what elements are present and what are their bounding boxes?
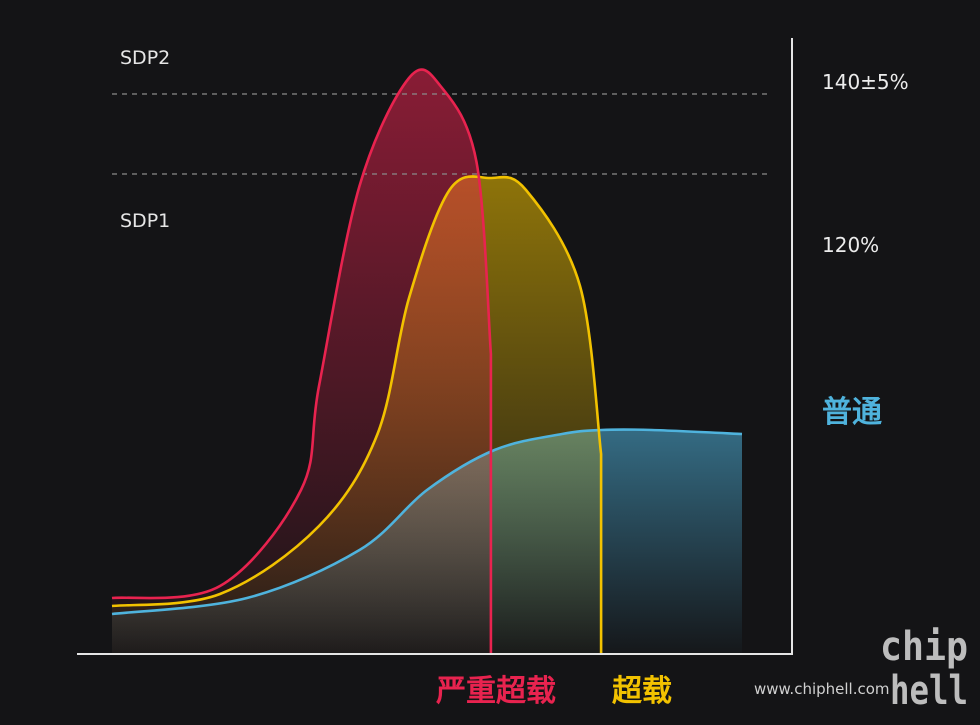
curves-layer [111,68,743,654]
watermark-logo-2: hell [890,668,968,714]
series-line-2 [111,428,743,616]
areas-layer [112,69,742,655]
series-line-1 [111,175,603,654]
sdp2-label: SDP2 [120,47,170,69]
sdp1-value-label: 120% [822,233,879,257]
series-line-0 [111,68,493,654]
watermark: chip hell www.chiphell.com [754,624,968,714]
series-area-0 [112,69,491,654]
sdp2-value-label: 140±5% [822,70,909,94]
watermark-url: www.chiphell.com [754,680,890,698]
overload-label: 超载 [612,674,672,709]
watermark-logo: chip [880,624,968,670]
severe-overload-label: 严重超载 [436,674,556,709]
normal-series-label: 普通 [822,395,882,430]
sdp1-label: SDP1 [120,210,170,232]
